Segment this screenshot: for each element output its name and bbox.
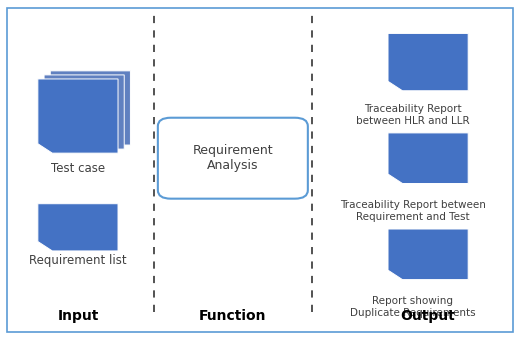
Polygon shape bbox=[38, 79, 118, 153]
Polygon shape bbox=[44, 75, 124, 149]
FancyBboxPatch shape bbox=[7, 8, 513, 332]
Text: Traceability Report between
Requirement and Test: Traceability Report between Requirement … bbox=[340, 200, 486, 222]
Text: Test case: Test case bbox=[51, 162, 105, 174]
Polygon shape bbox=[388, 133, 468, 184]
Text: Function: Function bbox=[199, 309, 267, 323]
Text: Report showing
Duplicate Requirements: Report showing Duplicate Requirements bbox=[350, 296, 475, 318]
Text: Traceability Report
between HLR and LLR: Traceability Report between HLR and LLR bbox=[356, 104, 470, 126]
Polygon shape bbox=[388, 33, 468, 91]
Text: Output: Output bbox=[401, 309, 456, 323]
Text: Requirement
Analysis: Requirement Analysis bbox=[192, 144, 273, 172]
Polygon shape bbox=[50, 71, 131, 145]
Text: Input: Input bbox=[57, 309, 99, 323]
Polygon shape bbox=[38, 204, 118, 251]
FancyBboxPatch shape bbox=[158, 118, 308, 199]
Text: Requirement list: Requirement list bbox=[29, 254, 127, 267]
Polygon shape bbox=[388, 229, 468, 279]
